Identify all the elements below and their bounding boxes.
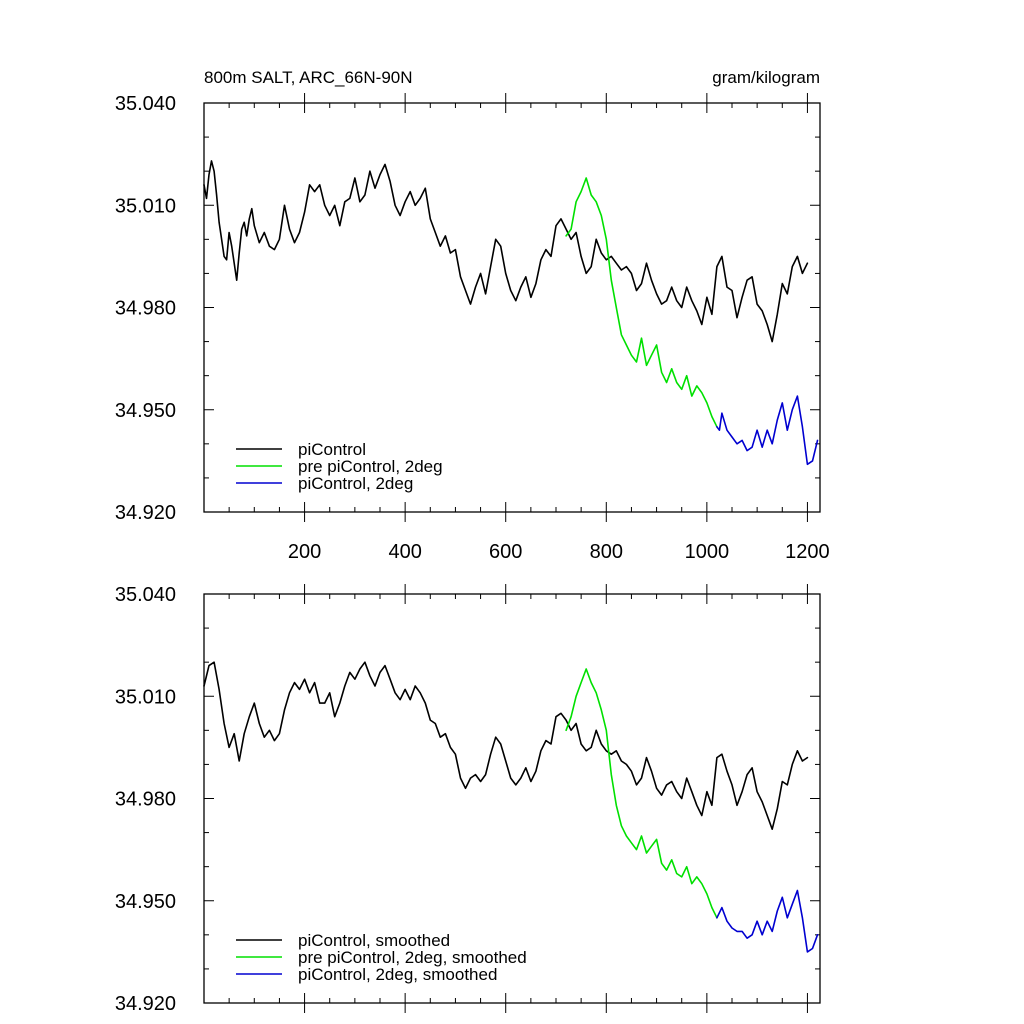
top-xtick-label: 800 xyxy=(590,541,623,563)
top-xtick-label: 200 xyxy=(288,541,321,563)
top-panel: 34.920 34.950 34.980 35.010 35.040 200 400 600 8… xyxy=(115,93,830,563)
top-ytick-label: 35.040 xyxy=(115,93,176,115)
bottom-series-line-1 xyxy=(565,668,718,919)
top-legend-label: piControl xyxy=(298,440,366,459)
top-xtick-label: 1000 xyxy=(685,541,730,563)
left-title: 800m SALT, ARC_66N-90N xyxy=(204,68,413,87)
right-title: gram/kilogram xyxy=(712,68,820,87)
top-plot-frame xyxy=(203,102,821,513)
top-series-line-2 xyxy=(716,395,819,466)
top-ytick-label: 35.010 xyxy=(115,195,176,217)
top-ytick-label: 34.980 xyxy=(115,298,176,320)
bottom-ytick-label: 34.920 xyxy=(115,993,176,1015)
bottom-ytick-label: 35.010 xyxy=(115,686,176,708)
top-xtick-label: 400 xyxy=(388,541,421,563)
top-ytick-label: 34.920 xyxy=(115,502,176,524)
bottom-ytick-label: 35.040 xyxy=(115,584,176,606)
top-legend-label: piControl, 2deg xyxy=(298,474,413,493)
bottom-ytick-label: 34.950 xyxy=(115,891,176,913)
top-series-line-0 xyxy=(203,160,809,343)
top-legend-label: pre piControl, 2deg xyxy=(298,457,443,476)
top-xtick-label: 1200 xyxy=(785,541,830,563)
bottom-series-line-2 xyxy=(716,889,819,953)
bottom-panel: 34.920 34.950 34.980 35.010 35.040 piControl,… xyxy=(115,584,821,1015)
top-ytick-label: 34.950 xyxy=(115,400,176,422)
bottom-legend-label: pre piControl, 2deg, smoothed xyxy=(298,948,527,967)
bottom-ytick-label: 34.980 xyxy=(115,789,176,811)
top-xtick-label: 600 xyxy=(489,541,522,563)
bottom-legend-label: piControl, 2deg, smoothed xyxy=(298,965,497,984)
bottom-legend-label: piControl, smoothed xyxy=(298,931,450,950)
bottom-series-line-0 xyxy=(203,661,809,831)
bottom-plot-frame xyxy=(203,593,821,1004)
top-series-line-1 xyxy=(565,177,718,428)
